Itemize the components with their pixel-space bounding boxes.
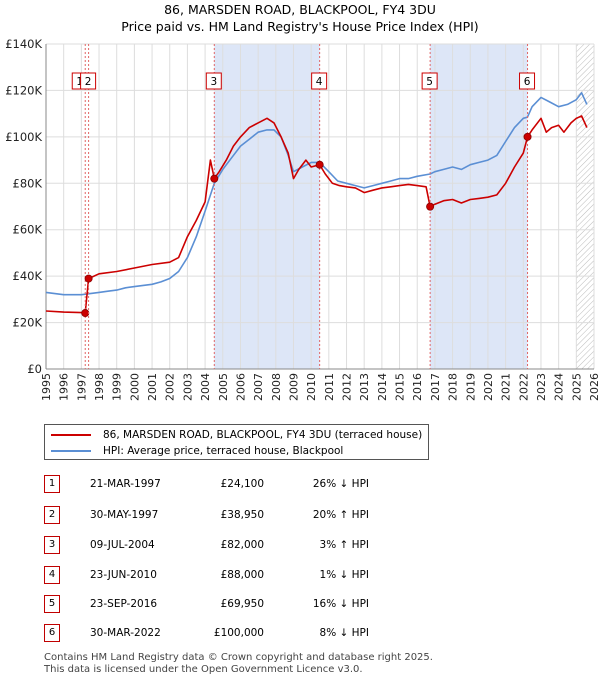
sale-label-text: 4 — [316, 76, 323, 88]
x-tick-label: 2021 — [500, 373, 513, 401]
sale-hpi-diff: 26% ↓ HPI — [312, 478, 369, 490]
sale-hpi-diff: 3% ↑ HPI — [319, 539, 369, 551]
x-tick-label: 2001 — [146, 373, 159, 401]
sale-price: £69,950 — [220, 598, 264, 610]
sale-price: £24,100 — [220, 478, 264, 490]
price-chart: £0 £20K £40K £60K £80K £100K £120K £140K 1995 199… — [5, 37, 600, 401]
sale-number-badge: 3 — [44, 536, 60, 554]
sale-label-text: 6 — [524, 76, 531, 88]
x-tick-label: 2022 — [517, 373, 530, 401]
y-tick-label: £80K — [13, 176, 43, 190]
x-tick-label: 2025 — [570, 373, 583, 401]
legend-label-property: 86, MARSDEN ROAD, BLACKPOOL, FY4 3DU (te… — [103, 429, 423, 441]
footer-copyright: Contains HM Land Registry data © Crown c… — [44, 652, 433, 663]
sale-date: 23-JUN-2010 — [90, 569, 157, 581]
x-tick-label: 2017 — [429, 373, 442, 401]
x-tick-label: 2006 — [234, 373, 247, 401]
sale-price: £82,000 — [220, 539, 264, 551]
sale-label-text: 3 — [210, 76, 217, 88]
sale-label-box — [205, 72, 222, 90]
x-tick-label: 2011 — [323, 373, 336, 401]
sale-date: 23-SEP-2016 — [90, 598, 158, 610]
sale-price: £88,000 — [220, 569, 264, 581]
x-tick-label: 2000 — [128, 373, 141, 401]
x-tick-label: 2012 — [341, 373, 354, 401]
x-tick-label: 2002 — [164, 373, 177, 401]
sale-hpi-diff: 8% ↓ HPI — [319, 627, 369, 639]
y-tick-label: £20K — [13, 316, 43, 330]
y-tick-label: £120K — [5, 83, 42, 97]
sale-point — [426, 202, 435, 211]
sale-point — [523, 132, 532, 141]
sale-label-text: 1 — [76, 76, 83, 88]
x-tick-label: 2015 — [394, 373, 407, 401]
x-tick-label: 2024 — [553, 373, 566, 401]
sale-number-badge: 5 — [44, 595, 60, 613]
x-tick-label: 2023 — [535, 373, 548, 401]
legend: 86, MARSDEN ROAD, BLACKPOOL, FY4 3DU (te… — [44, 424, 429, 460]
sale-number-badge: 6 — [44, 624, 60, 642]
sale-number-badge: 4 — [44, 566, 60, 584]
y-tick-label: £0 — [27, 362, 42, 376]
sale-label-box — [519, 72, 536, 90]
x-tick-label: 2026 — [588, 373, 600, 401]
sale-date: 21-MAR-1997 — [90, 478, 161, 490]
y-tick-label: £100K — [5, 130, 42, 144]
chart-title: 86, MARSDEN ROAD, BLACKPOOL, FY4 3DU — [164, 2, 436, 17]
property-line-swatch — [51, 434, 91, 436]
x-tick-label: 2019 — [464, 373, 477, 401]
sale-date: 30-MAY-1997 — [90, 509, 159, 521]
x-tick-label: 2020 — [482, 373, 495, 401]
sale-point — [210, 174, 219, 183]
x-tick-label: 2008 — [270, 373, 283, 401]
legend-label-hpi: HPI: Average price, terraced house, Blac… — [103, 445, 344, 457]
sale-price: £100,000 — [213, 627, 264, 639]
y-tick-label: £60K — [13, 223, 43, 237]
sale-point — [315, 160, 324, 169]
x-tick-label: 1997 — [75, 373, 88, 401]
property-price-line — [45, 115, 588, 314]
y-tick-label: £40K — [13, 269, 43, 283]
x-tick-label: 1995 — [40, 373, 53, 401]
x-tick-label: 2013 — [358, 373, 371, 401]
footer-licence: This data is licensed under the Open Gov… — [44, 664, 363, 675]
x-tick-label: 2004 — [199, 373, 212, 401]
sale-price: £38,950 — [220, 509, 264, 521]
sale-number-badge: 1 — [44, 475, 60, 493]
sale-hpi-diff: 16% ↓ HPI — [312, 598, 369, 610]
x-tick-label: 2005 — [217, 373, 230, 401]
x-tick-label: 2007 — [252, 373, 265, 401]
x-tick-label: 1999 — [111, 373, 124, 401]
shaded-period — [214, 44, 320, 369]
hpi-line-swatch — [51, 450, 91, 452]
sale-label-box — [421, 72, 438, 90]
sale-hpi-diff: 1% ↓ HPI — [319, 569, 369, 581]
sale-number-badge: 2 — [44, 506, 60, 524]
y-tick-label: £140K — [5, 37, 42, 51]
chart-subtitle: Price paid vs. HM Land Registry's House … — [121, 19, 479, 34]
sale-label-text: 2 — [85, 76, 92, 88]
sale-date: 30-MAR-2022 — [90, 627, 161, 639]
sale-label-text: 5 — [426, 76, 433, 88]
sale-point — [81, 309, 90, 318]
sale-point — [84, 274, 93, 283]
forecast-hatch — [576, 44, 594, 369]
x-tick-label: 2014 — [376, 373, 389, 401]
x-tick-label: 2009 — [287, 373, 300, 401]
sale-date: 09-JUL-2004 — [90, 539, 155, 551]
x-tick-label: 1998 — [93, 373, 106, 401]
shaded-period — [430, 44, 528, 369]
x-tick-label: 2016 — [411, 373, 424, 401]
x-tick-label: 2018 — [447, 373, 460, 401]
sale-hpi-diff: 20% ↑ HPI — [312, 509, 369, 521]
x-tick-label: 1996 — [58, 373, 71, 401]
x-tick-label: 2010 — [305, 373, 318, 401]
sale-label-box — [80, 72, 97, 90]
x-tick-label: 2003 — [181, 373, 194, 401]
sale-label-box — [311, 72, 328, 90]
